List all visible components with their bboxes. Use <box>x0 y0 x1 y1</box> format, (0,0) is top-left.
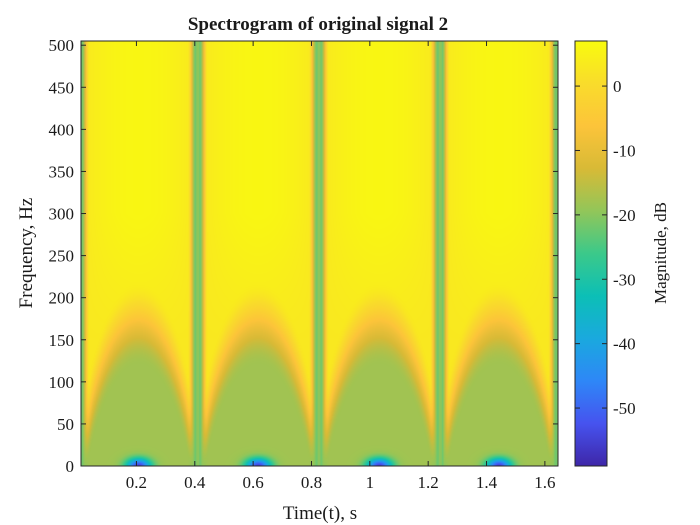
y-tick-label: 350 <box>49 162 75 181</box>
chart-title: Spectrogram of original signal 2 <box>188 14 448 35</box>
y-tick-label: 200 <box>49 289 75 308</box>
colorbar-tick-label: -50 <box>613 399 636 418</box>
y-tick-label: 300 <box>49 205 75 224</box>
x-tick-label: 1.2 <box>418 473 439 492</box>
y-axis-ticks: 0 50 100 150 200 250 300 350 400 450 500 <box>49 36 558 476</box>
x-tick-label: 1.4 <box>476 473 498 492</box>
x-tick-label: 0.6 <box>243 473 264 492</box>
y-tick-label: 50 <box>57 415 74 434</box>
x-tick-label: 0.2 <box>126 473 147 492</box>
y-tick-label: 400 <box>49 120 75 139</box>
colorbar: 0 -10 -20 -30 -40 -50 Magnitude, dB <box>574 40 670 467</box>
y-tick-label: 250 <box>49 247 75 266</box>
plot-area <box>80 40 559 467</box>
colorbar-tick-label: -40 <box>613 335 636 354</box>
x-axis-label: Time(t), s <box>283 503 357 524</box>
spectrogram-heatmap <box>81 41 558 466</box>
colorbar-tick-label: -20 <box>613 206 636 225</box>
colorbar-label: Magnitude, dB <box>651 202 670 304</box>
x-tick-label: 1 <box>366 473 375 492</box>
colorbar-tick-label: 0 <box>613 77 622 96</box>
colorbar-tick-label: -10 <box>613 141 636 160</box>
y-tick-label: 450 <box>49 78 75 97</box>
x-tick-label: 0.8 <box>301 473 322 492</box>
y-tick-label: 100 <box>49 373 75 392</box>
x-tick-label: 1.6 <box>534 473 555 492</box>
plot-frame <box>80 40 559 467</box>
y-axis-label: Frequency, Hz <box>16 198 37 309</box>
colorbar-ticks: 0 -10 -20 -30 -40 -50 <box>575 77 636 418</box>
x-axis-ticks: 0.2 0.4 0.6 0.8 1 1.2 1.4 1.6 <box>126 41 555 492</box>
colorbar-tick-label: -30 <box>613 270 636 289</box>
y-tick-label: 0 <box>66 457 75 476</box>
colorbar-gradient-bar <box>574 40 608 467</box>
x-tick-label: 0.4 <box>184 473 206 492</box>
y-tick-label: 150 <box>49 331 75 350</box>
y-tick-label: 500 <box>49 36 75 55</box>
